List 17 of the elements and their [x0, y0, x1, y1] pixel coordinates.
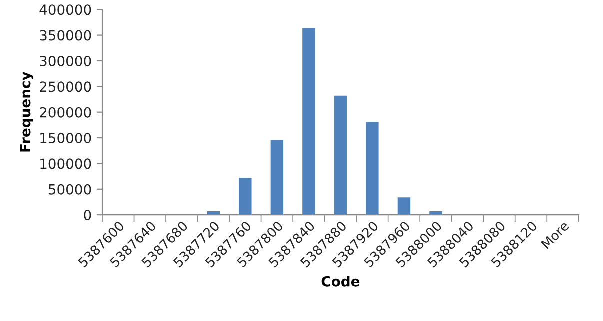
- y-tick-label: 200000: [40, 107, 92, 118]
- bar: [239, 178, 252, 216]
- y-tick-label: 250000: [40, 82, 92, 92]
- y-tick-label: 100000: [40, 158, 92, 170]
- bar: [398, 198, 411, 216]
- x-axis-title: Code: [322, 276, 360, 287]
- y-tick-label: 300000: [40, 56, 92, 66]
- y-tick-label: 400000: [40, 4, 92, 16]
- y-axis-title: Frequency: [20, 72, 34, 152]
- y-tick-label: 350000: [40, 30, 92, 41]
- y-tick-label: 150000: [40, 133, 92, 144]
- y-tick-label: 50000: [48, 184, 92, 195]
- bar: [302, 28, 316, 216]
- bar: [270, 140, 284, 216]
- y-tick-label: 0: [84, 210, 92, 221]
- bar: [366, 122, 379, 216]
- bar: [334, 96, 348, 216]
